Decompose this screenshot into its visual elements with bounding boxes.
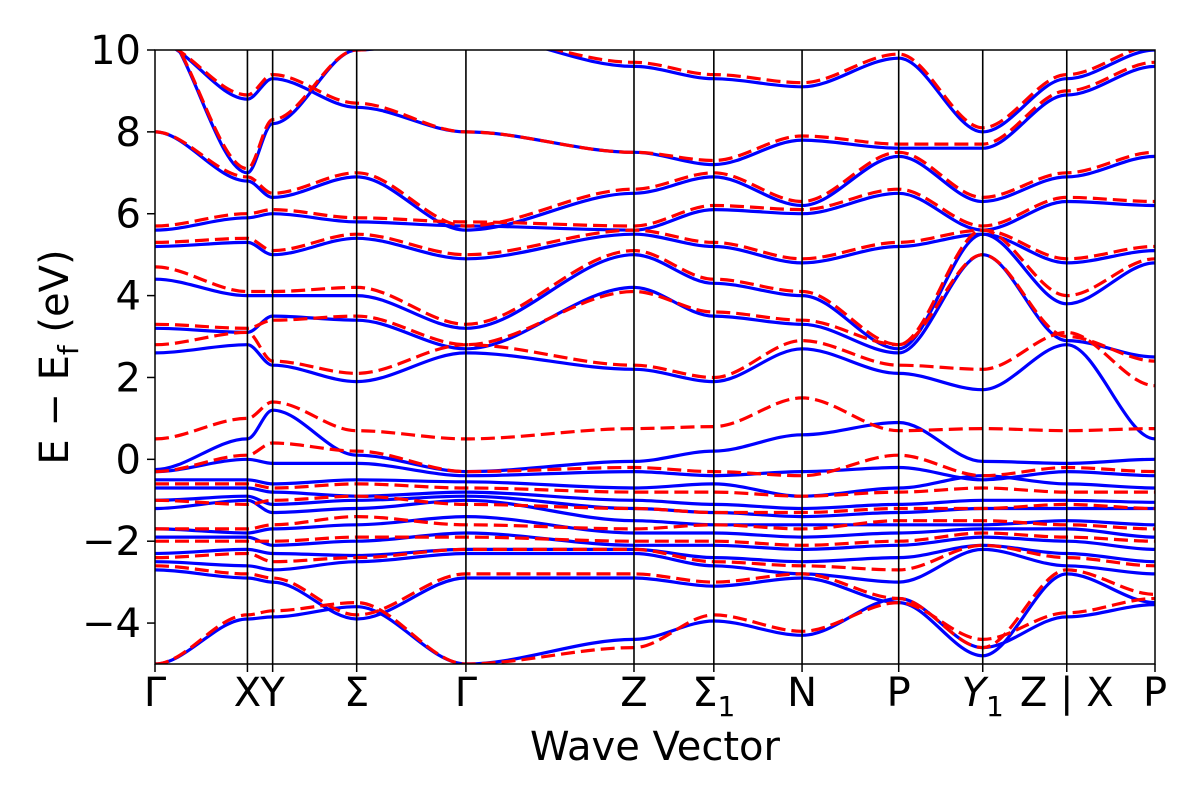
solid-band-line-14 — [155, 232, 1155, 351]
y-axis-label: E − Ef (eV) — [32, 249, 85, 464]
solid-band-line-1 — [155, 568, 1155, 658]
x-tick-label-8: P — [887, 670, 911, 716]
x-tick-label-3: Σ — [344, 670, 369, 716]
x-tick-label-5: Z — [620, 670, 647, 716]
dashed-band-line-4 — [155, 515, 1155, 531]
solid-band-line-12 — [155, 343, 1155, 441]
dashed-band-line-3 — [155, 531, 1155, 547]
dashed-band-line-1 — [155, 564, 1155, 650]
dashed-band-line-16 — [177, 50, 1140, 171]
y-tick-label-6: 8 — [116, 110, 141, 156]
y-tick-label-5: 6 — [116, 192, 141, 238]
y-tick-label-2: 0 — [116, 437, 141, 483]
x-axis-label: Wave Vector — [530, 724, 781, 770]
dashed-band-line-11 — [155, 228, 1155, 347]
solid-band-line-18 — [173, 50, 1155, 167]
y-axis-ticks: −4 −2 0 2 4 6 8 10 — [82, 28, 155, 647]
x-tick-label-10: Z | X — [1020, 670, 1114, 716]
y-tick-label-0: −4 — [82, 601, 141, 647]
high-symmetry-lines — [246, 50, 1068, 664]
dashed-band-line-6 — [155, 482, 1155, 498]
solid-band-line-19 — [177, 50, 1155, 175]
y-tick-label-1: −2 — [82, 519, 141, 565]
x-axis-ticks: Γ X Y Σ Γ Z Σ1 N P Y1 Z | X P — [144, 664, 1167, 723]
x-tick-label-0: Γ — [144, 670, 167, 716]
dashed-band-line-9 — [155, 330, 1155, 388]
dashed-band-line-10 — [155, 253, 1155, 363]
dashed-band-line-5 — [155, 494, 1155, 515]
x-tick-label-1: X — [234, 670, 261, 716]
x-tick-label-4: Γ — [455, 670, 478, 716]
bands-layer — [155, 50, 1155, 664]
x-tick-label-9: Y1 — [962, 670, 1004, 723]
dashed-band-line-0 — [155, 596, 1155, 664]
y-tick-label-7: 10 — [90, 28, 141, 74]
y-tick-label-4: 4 — [116, 274, 141, 320]
x-tick-label-6: Σ1 — [692, 670, 735, 723]
plot-frame — [154, 49, 1156, 665]
y-tick-label-3: 2 — [116, 355, 141, 401]
x-tick-label-11: P — [1143, 670, 1167, 716]
dashed-band-line-2 — [155, 543, 1155, 572]
dashed-band-line-8 — [155, 396, 1155, 441]
x-tick-label-2: Y — [259, 670, 285, 716]
x-tick-label-7: N — [787, 670, 817, 716]
dashed-band-line-13 — [155, 187, 1155, 228]
